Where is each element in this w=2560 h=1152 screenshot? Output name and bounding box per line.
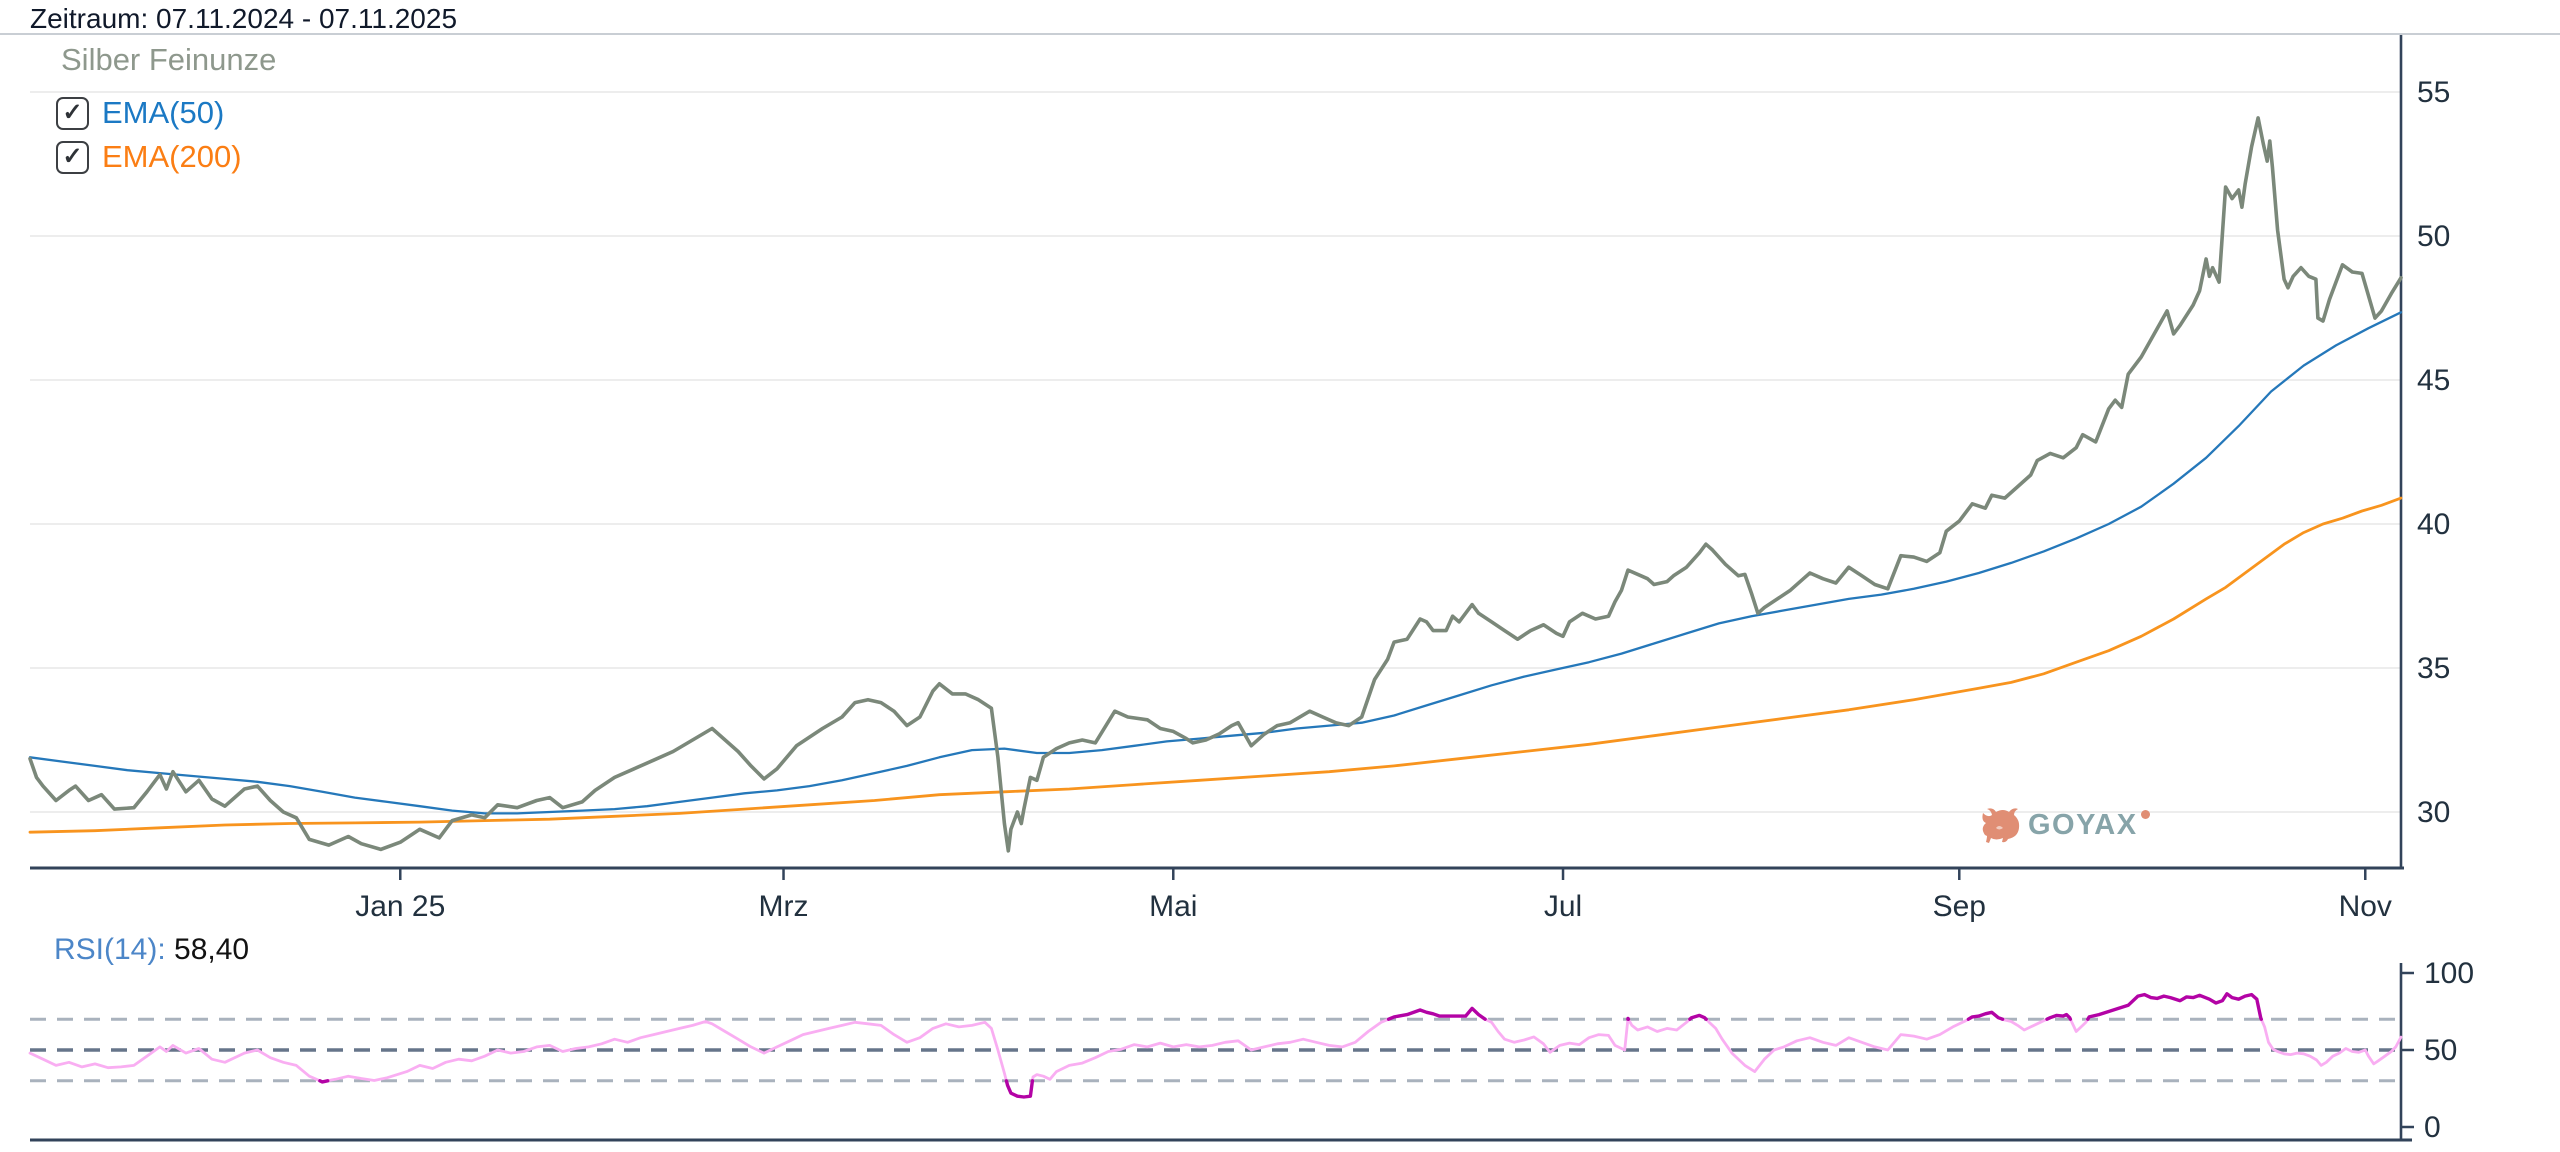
- svg-text:50: 50: [2417, 220, 2450, 253]
- goyax-bull-icon: [1982, 808, 2020, 843]
- svg-text:45: 45: [2417, 364, 2450, 397]
- period-header: Zeitraum: 07.11.2024 - 07.11.2025: [30, 3, 458, 34]
- checkbox-check-icon: ✓: [62, 99, 83, 126]
- svg-text:Mai: Mai: [1149, 890, 1197, 923]
- ema200-checkbox[interactable]: ✓: [56, 140, 89, 174]
- svg-text:Sep: Sep: [1933, 890, 1986, 923]
- svg-text:40: 40: [2417, 508, 2450, 541]
- rsi-current-value: 58,40: [174, 933, 250, 966]
- checkbox-check-icon: ✓: [62, 143, 83, 170]
- ema50-checkbox[interactable]: ✓: [56, 96, 89, 130]
- rsi-label-prefix: RSI(14):: [54, 933, 175, 966]
- ema200-legend-label: EMA(200): [102, 139, 242, 174]
- svg-text:100: 100: [2424, 957, 2474, 990]
- svg-text:0: 0: [2424, 1111, 2441, 1144]
- svg-text:Nov: Nov: [2339, 890, 2392, 923]
- goyax-watermark: GOYAX: [1978, 804, 2150, 846]
- ema50-legend-label: EMA(50): [102, 95, 225, 130]
- header-divider: [0, 33, 2560, 35]
- instrument-title: Silber Feinunze: [61, 42, 277, 77]
- svg-text:30: 30: [2417, 796, 2450, 829]
- goyax-logo-dot: [2140, 809, 2150, 819]
- svg-text:55: 55: [2417, 76, 2450, 109]
- svg-text:Jul: Jul: [1544, 890, 1582, 923]
- svg-text:Jan 25: Jan 25: [355, 890, 445, 923]
- svg-text:50: 50: [2424, 1034, 2457, 1067]
- legend-row-ema200: ✓ EMA(200): [56, 139, 242, 174]
- rsi-indicator-label: RSI(14): 58,40: [54, 933, 249, 967]
- legend-row-ema50: ✓ EMA(50): [56, 95, 225, 130]
- svg-text:Mrz: Mrz: [759, 890, 809, 923]
- svg-text:35: 35: [2417, 652, 2450, 685]
- goyax-logo-text: GOYAX: [2028, 808, 2138, 841]
